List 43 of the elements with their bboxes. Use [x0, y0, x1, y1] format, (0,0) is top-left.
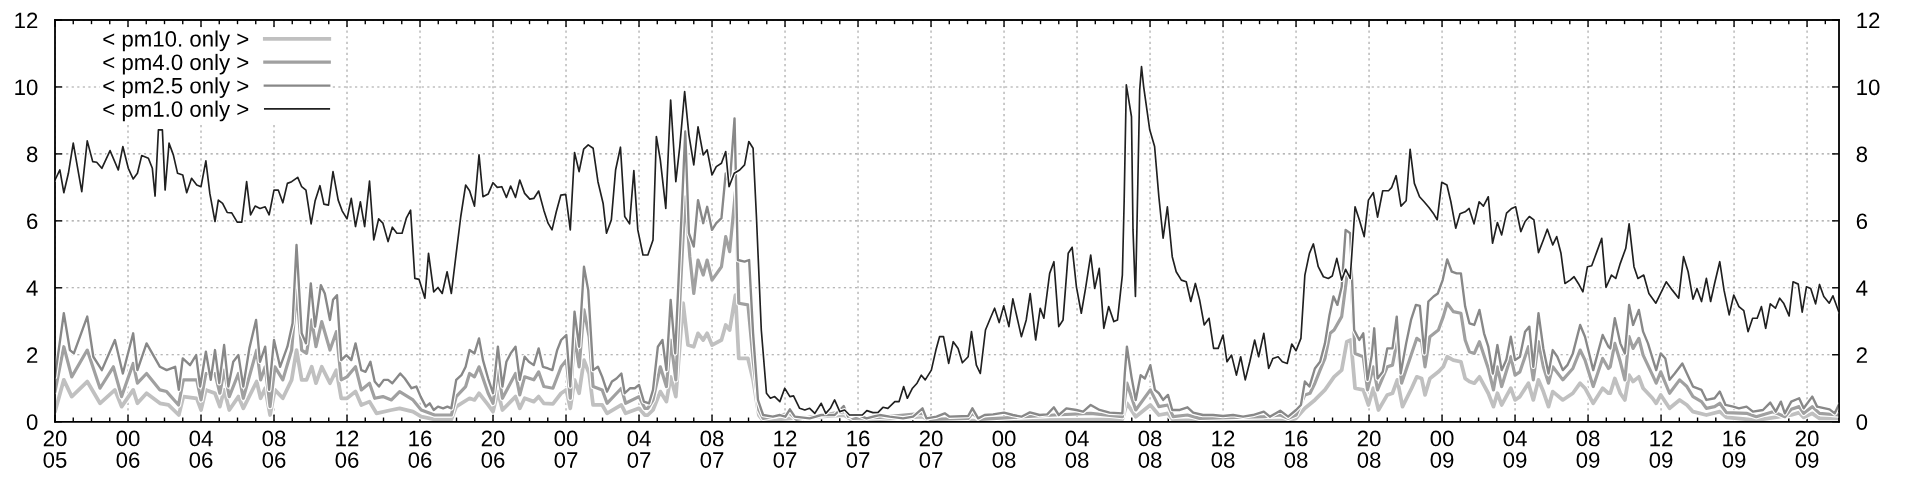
x-tick-label: 12 09 [1649, 430, 1673, 468]
x-tick-label: 20 08 [1357, 430, 1381, 468]
y2-tick-label: 10 [1857, 79, 1880, 96]
y-tick-label: 12 [15, 12, 38, 29]
legend-label: < pm1.0 only > [103, 100, 249, 122]
x-tick-label: 16 08 [1284, 430, 1308, 468]
y2-tick-label: 0 [1856, 414, 1868, 430]
x-tick-label: 12 07 [773, 430, 797, 468]
x-tick-label: 08 06 [262, 430, 286, 468]
y2-tick-label: 6 [1856, 213, 1868, 230]
x-tick-label: 08 07 [700, 430, 724, 468]
y2-tick-label: 2 [1856, 347, 1867, 363]
x-tick-label: 12 08 [1211, 430, 1235, 468]
x-tick-label: 16 09 [1722, 430, 1746, 468]
x-tick-label: 20 06 [481, 430, 505, 468]
x-tick-label: 20 07 [919, 430, 943, 468]
x-tick-label: 16 07 [846, 430, 870, 468]
x-tick-label: 00 07 [554, 430, 578, 468]
x-tick-label: 04 07 [627, 430, 651, 468]
legend-label: < pm10. only > [103, 30, 249, 52]
y-tick-label: 4 [26, 280, 38, 296]
x-tick-label: 04 06 [189, 430, 213, 468]
legend-label: < pm2.5 only > [103, 77, 249, 98]
y-tick-label: 6 [27, 213, 38, 230]
y2-tick-label: 4 [1856, 280, 1868, 296]
x-tick-label: 08 09 [1576, 430, 1600, 468]
x-tick-label: 04 08 [1065, 430, 1089, 468]
x-tick-label: 00 06 [116, 430, 140, 468]
x-tick-label: 00 08 [992, 430, 1016, 468]
y2-tick-label: 8 [1856, 146, 1868, 163]
legend-label: < pm4.0 only > [103, 53, 249, 75]
y-tick-label: 2 [27, 347, 38, 363]
y2-tick-label: 12 [1857, 12, 1880, 29]
y-tick-label: 10 [15, 79, 38, 96]
y-tick-label: 0 [26, 414, 38, 430]
x-tick-label: 00 09 [1430, 430, 1454, 468]
x-tick-label: 12 06 [335, 430, 359, 468]
y-tick-label: 8 [26, 146, 38, 163]
x-tick-label: 04 09 [1503, 430, 1527, 468]
x-tick-label: 16 06 [408, 430, 432, 468]
x-tick-label: 20 09 [1795, 430, 1819, 468]
x-tick-label: 20 05 [43, 430, 67, 468]
x-tick-label: 08 08 [1138, 430, 1162, 468]
